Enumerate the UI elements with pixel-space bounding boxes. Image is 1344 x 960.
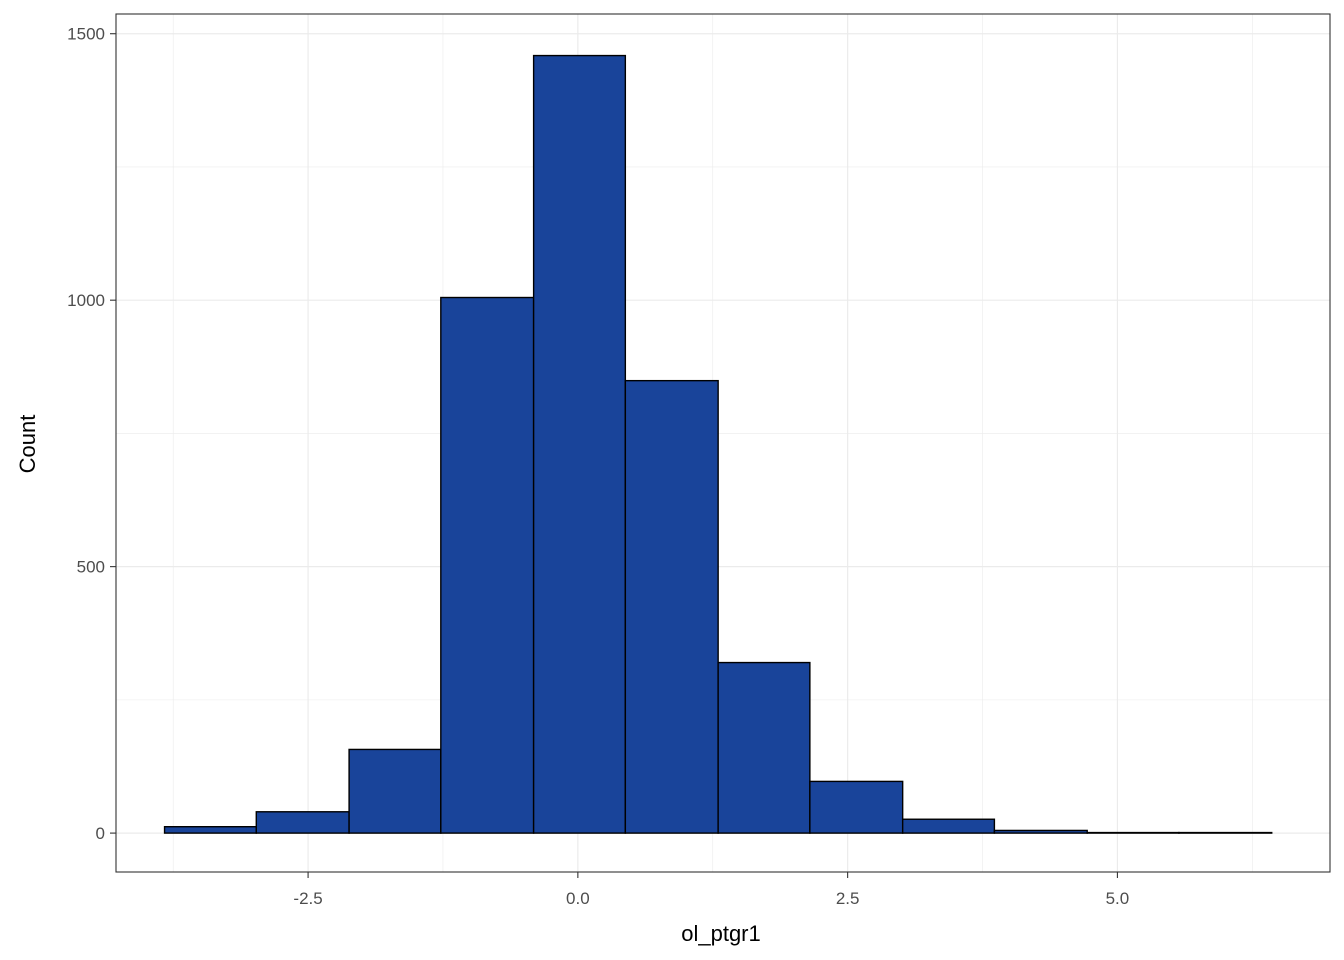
histogram-bar	[809, 780, 904, 834]
x-tick-label: 0.0	[566, 889, 590, 908]
histogram-bar	[1086, 831, 1180, 834]
x-tick-label: -2.5	[293, 889, 322, 908]
panel-border	[115, 13, 1331, 873]
histogram-bar	[993, 829, 1088, 834]
histogram-bar	[348, 748, 442, 834]
histogram-bar	[624, 379, 719, 834]
y-tick-label: 0	[96, 824, 105, 843]
x-tick-label: 5.0	[1106, 889, 1130, 908]
histogram-bar	[717, 661, 811, 834]
x-axis: -2.5 0.0 2.5 5.0	[293, 872, 1129, 908]
y-tick-label: 1500	[67, 25, 105, 44]
histogram-bar	[440, 296, 535, 834]
x-tick-label: 2.5	[836, 889, 860, 908]
y-tick-label: 500	[77, 558, 105, 577]
histogram-bar	[901, 818, 996, 834]
bars	[163, 54, 1273, 834]
histogram-bar	[532, 54, 627, 834]
histogram-bar	[1178, 831, 1273, 834]
y-axis: 0 500 1000 1500	[67, 25, 116, 843]
y-tick-label: 1000	[67, 291, 105, 310]
x-axis-title: ol_ptgr1	[681, 921, 761, 946]
histogram-bar	[255, 811, 350, 834]
y-axis-title: Count	[15, 415, 40, 474]
histogram-bar	[163, 826, 257, 834]
